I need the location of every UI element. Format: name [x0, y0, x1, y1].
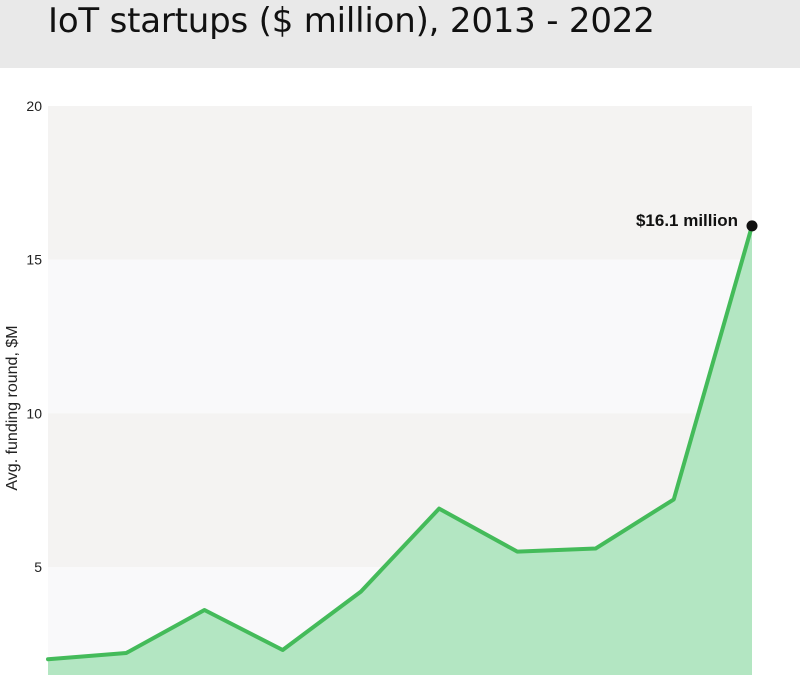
- annotation-label: $16.1 million: [636, 211, 738, 230]
- annotation-marker: [746, 220, 758, 232]
- area-chart: 5 10 15 20 Avg. funding round, $M $16.1 milli…: [4, 98, 758, 675]
- grid-band-15-20: [48, 106, 752, 260]
- grid-band-10-15: [48, 259, 752, 414]
- y-tick-label-15: 15: [26, 252, 42, 268]
- chart-area: 5 10 15 20 Avg. funding round, $M $16.1 milli…: [0, 68, 800, 675]
- y-tick-label-5: 5: [34, 559, 42, 575]
- series-line: [46, 223, 754, 662]
- y-tick-label-10: 10: [26, 405, 42, 421]
- y-axis-label: Avg. funding round, $M: [4, 325, 21, 490]
- y-tick-label-20: 20: [26, 98, 42, 114]
- title-bar: IoT startups ($ million), 2013 - 2022: [0, 0, 800, 68]
- area-fill: [48, 225, 752, 675]
- chart-title: IoT startups ($ million), 2013 - 2022: [48, 1, 655, 41]
